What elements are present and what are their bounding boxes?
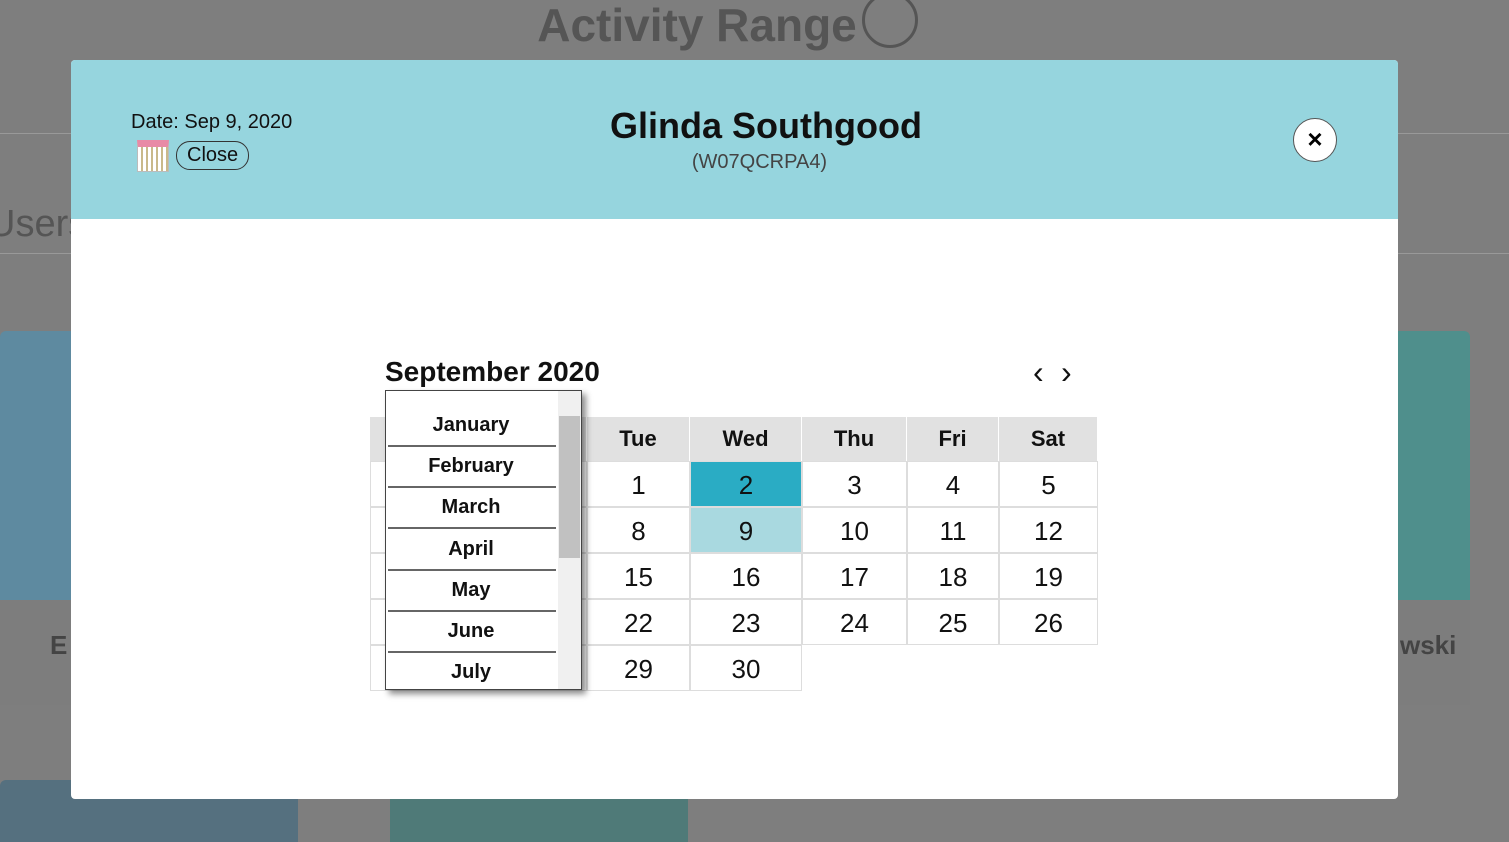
month-separator [388, 527, 556, 530]
card-name[interactable]: wski [1400, 630, 1457, 660]
title-text: Activity Range [537, 0, 857, 51]
day-cell[interactable]: 4 [907, 461, 999, 507]
day-cell[interactable]: 11 [907, 507, 999, 553]
month-separator [388, 568, 556, 571]
month-year[interactable]: September 2020 [385, 356, 600, 387]
day-cell[interactable]: 8 [587, 507, 690, 553]
day-cell[interactable]: 17 [802, 553, 907, 599]
day-cell[interactable]: 10 [802, 507, 907, 553]
month-separator [388, 486, 556, 489]
month-separator [388, 651, 556, 653]
weekday-header: Sat [999, 417, 1098, 461]
day-cell[interactable]: 29 [587, 645, 690, 691]
month-option[interactable]: February [428, 455, 514, 478]
day-cell[interactable]: 12 [999, 507, 1098, 553]
scrollbar-thumb[interactable] [559, 416, 580, 558]
day-cell[interactable]: 5 [999, 461, 1098, 507]
day-cell[interactable]: 9 [690, 507, 802, 553]
user-id: (W07QCRPA4) [691, 151, 828, 173]
weekday-header: Fri [907, 417, 999, 461]
day-cell[interactable]: 23 [690, 599, 802, 645]
next-month[interactable]: › [1061, 354, 1072, 390]
card-name[interactable]: E [50, 630, 68, 660]
day-cell[interactable]: 1 [587, 461, 690, 507]
date-label: Date: Sep 9, 2020 [131, 111, 293, 133]
day-cell[interactable]: 16 [690, 553, 802, 599]
weekday-header: Thu [802, 417, 907, 461]
month-picker: January February March April May June July [385, 390, 582, 690]
prev-month[interactable]: ‹ [1033, 354, 1044, 390]
user-card [1390, 600, 1470, 705]
user-name: Glinda Southgood [610, 105, 922, 146]
weekday-header: Tue [587, 417, 690, 461]
modal: Date: Sep 9, 2020 Close Glinda Southgood… [71, 60, 1398, 799]
month-option[interactable]: June [447, 620, 495, 642]
day-cell[interactable]: 18 [907, 553, 999, 599]
month-option[interactable]: April [448, 537, 494, 560]
month-option[interactable]: May [451, 578, 491, 601]
modal-close-button[interactable]: × [1293, 118, 1337, 162]
modal-header: Date: Sep 9, 2020 Close Glinda Southgood… [71, 60, 1398, 219]
month-option[interactable]: July [450, 661, 492, 684]
day-cell[interactable]: 30 [690, 645, 802, 691]
month-option[interactable]: March [441, 496, 501, 519]
month-option[interactable]: January [432, 414, 510, 436]
month-list: January February March April May June July [386, 391, 558, 689]
day-cell[interactable]: 26 [999, 599, 1098, 645]
day-cell[interactable]: 22 [587, 599, 690, 645]
month-separator [388, 445, 556, 447]
month-separator [388, 609, 556, 612]
weekday-header: Wed [690, 417, 802, 461]
day-cell[interactable]: 24 [802, 599, 907, 645]
day-cell[interactable]: 2 [690, 461, 802, 507]
user-card-image [1390, 331, 1470, 601]
day-cell[interactable]: 25 [907, 599, 999, 645]
close-date-button[interactable]: Close [176, 141, 250, 170]
page-title: Activity Range [0, 0, 1394, 52]
day-cell[interactable]: 19 [999, 553, 1098, 599]
clock-icon [862, 0, 918, 48]
day-cell[interactable]: 3 [802, 461, 907, 507]
day-cell[interactable]: 15 [587, 553, 690, 599]
calendar-icon[interactable] [137, 140, 169, 172]
